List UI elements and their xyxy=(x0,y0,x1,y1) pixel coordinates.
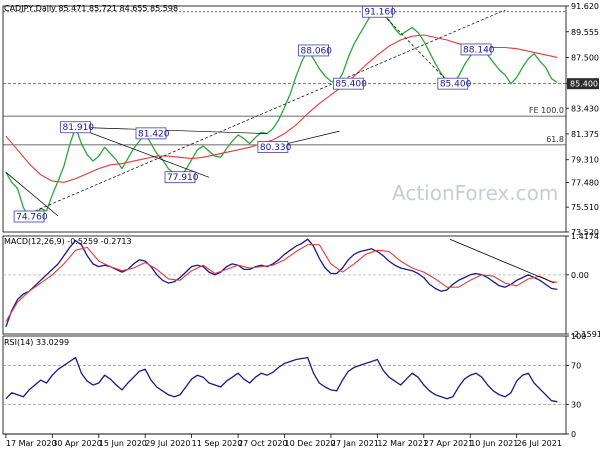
price-level-label: 88.060 xyxy=(301,46,333,56)
price-guide-line xyxy=(75,126,210,178)
watermark: ActionForex.com xyxy=(392,181,558,205)
price-level-label-box xyxy=(332,77,364,90)
rsi-ytick-label: 30 xyxy=(571,401,581,410)
price-ytick-label: 91.620 xyxy=(571,2,599,11)
price-ytick-label: 81.375 xyxy=(571,130,599,139)
macd-ytick-label: -2.1591 xyxy=(571,330,600,339)
x-tick-label: 30 Apr 2020 xyxy=(52,439,101,448)
price-pane: 91.620 89.555 87.500 85.400 83.430 81.375 79.3… xyxy=(2,2,599,237)
price-level-label: 91.160 xyxy=(364,8,396,18)
x-tick-label: 26 Jul 2021 xyxy=(517,439,562,448)
price-level-label-box xyxy=(460,43,492,56)
fib-label: FE 100.0 xyxy=(529,106,564,115)
rsi-ytick-label: 0 xyxy=(571,430,576,439)
price-level-label-box xyxy=(437,77,469,90)
x-tick-label: 27 Jan 2021 xyxy=(331,439,379,448)
price-guide-line xyxy=(5,172,59,217)
price-level-label-box xyxy=(135,127,167,140)
price-guide-line xyxy=(380,11,451,84)
rsi-pane-title: RSI(14) 33.0299 xyxy=(4,338,69,347)
x-tick-label: 27 Apr 2021 xyxy=(424,439,473,448)
price-level-label: 77.910 xyxy=(167,173,199,183)
x-tick-label: 12 Mar 2021 xyxy=(377,439,428,448)
price-guide-line xyxy=(34,9,506,212)
price-level-label-box xyxy=(298,44,329,57)
current-price-tag-label: 85.400 xyxy=(570,80,598,89)
rsi-series-0 xyxy=(5,356,558,403)
fib-label: 61.8 xyxy=(546,135,564,144)
macd-ytick-label: 1.4174 xyxy=(571,232,599,241)
price-ytick-label: 77.480 xyxy=(571,179,599,188)
price-level-label: 85.400 xyxy=(440,80,472,90)
price-level-label: 88.140 xyxy=(463,45,495,55)
price-ytick-label: 75.510 xyxy=(571,203,599,212)
rsi-ytick-label: 100 xyxy=(571,332,586,341)
macd-pane: 1.4174 0.00 -2.1591 xyxy=(2,232,600,339)
current-price-tag xyxy=(567,78,599,90)
price-level-label: 81.420 xyxy=(138,129,170,139)
price-ytick-label: 79.310 xyxy=(571,156,599,165)
x-tick-label: 15 Jun 2020 xyxy=(99,439,147,448)
price-level-label: 81.910 xyxy=(63,123,95,133)
price-level-label: 74.760 xyxy=(16,213,48,223)
price-guide-line xyxy=(75,126,268,134)
macd-trendline xyxy=(449,238,555,284)
rsi-pane: 100 70 30 0 xyxy=(2,332,586,439)
price-ytick-label: 87.500 xyxy=(571,53,599,62)
price-level-label-box xyxy=(361,5,393,18)
price-level-label-box xyxy=(60,121,91,134)
macd-ytick-label: 0.00 xyxy=(571,271,589,280)
rsi-ytick-label: 70 xyxy=(571,361,581,370)
x-tick-label: 10 Jun 2021 xyxy=(470,439,518,448)
x-tick-label: 29 Jul 2020 xyxy=(145,439,190,448)
x-tick-label: 11 Sep 2020 xyxy=(192,439,243,448)
macd-frame xyxy=(2,235,567,335)
x-tick-label: 17 Mar 2020 xyxy=(6,439,57,448)
macd-series-1 xyxy=(5,244,558,322)
price-level-label-box xyxy=(257,141,289,153)
price-series-0 xyxy=(5,11,558,220)
rsi-frame xyxy=(2,335,567,435)
x-tick-label: 10 Dec 2020 xyxy=(285,439,336,448)
price-frame xyxy=(2,5,567,233)
x-tick-label: 27 Oct 2020 xyxy=(238,439,287,448)
price-level-label-box xyxy=(13,210,45,223)
macd-series-0 xyxy=(5,238,558,328)
price-level-label: 85.400 xyxy=(335,80,367,90)
price-ytick-label: 73.520 xyxy=(571,228,599,237)
macd-pane-title: MACD(12,26,9) -0.5259 -0.2713 xyxy=(4,237,132,246)
price-level-label-box xyxy=(164,171,196,184)
price-series-1 xyxy=(5,34,558,183)
price-ytick-label: 89.555 xyxy=(571,28,599,37)
price-level-label: 80.330 xyxy=(260,143,292,153)
price-pane-title: CADJPY,Daily 85.471 85.721 84.655 85.598 xyxy=(4,4,178,13)
price-ytick-label: 83.430 xyxy=(571,104,599,113)
